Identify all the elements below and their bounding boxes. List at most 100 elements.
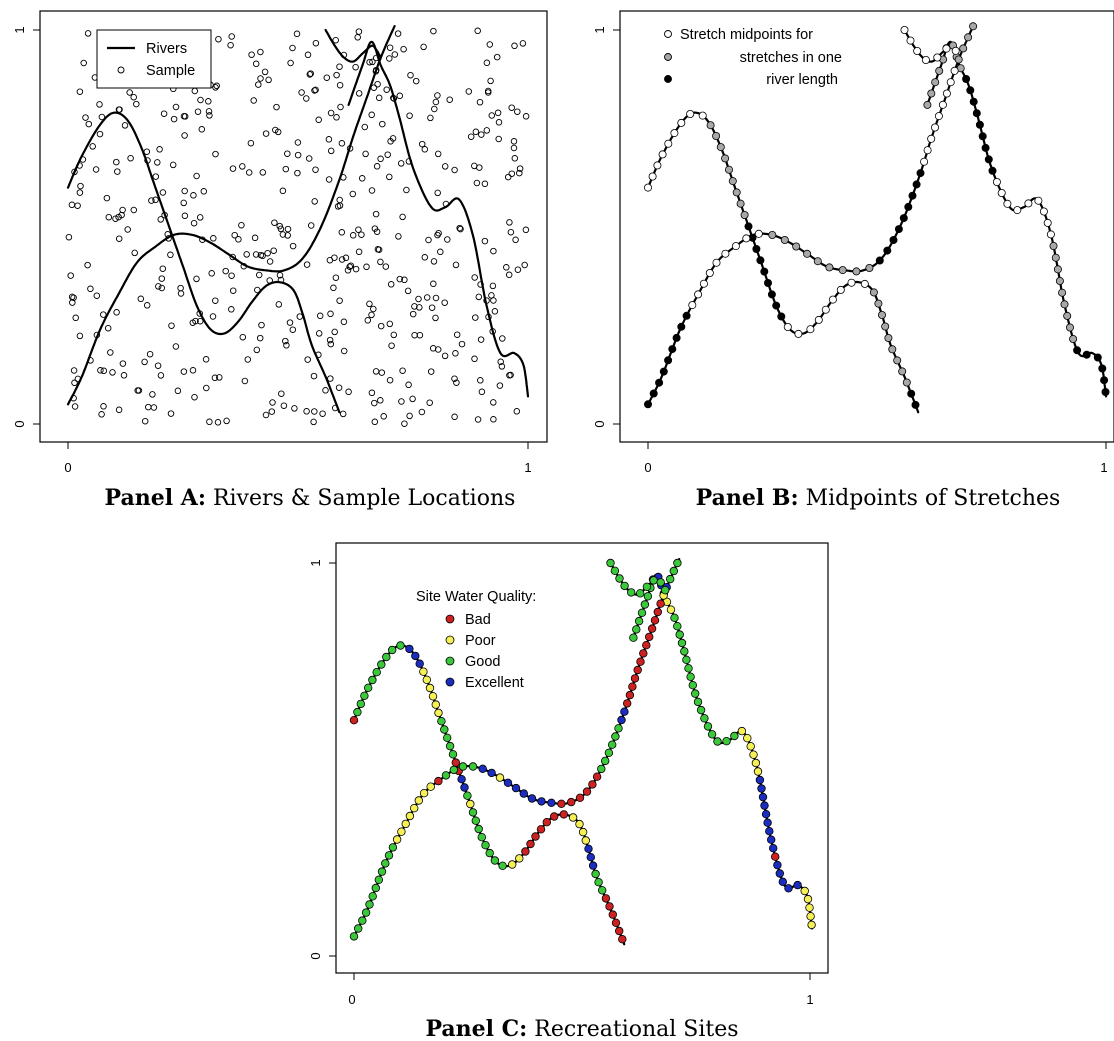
sample-point	[222, 267, 229, 275]
recreational-site	[617, 715, 626, 725]
sample-point	[366, 300, 373, 308]
sample-point	[434, 150, 442, 158]
recreational-site	[592, 772, 602, 781]
recreational-site	[707, 730, 717, 739]
sample-point	[490, 416, 497, 423]
recreational-site	[405, 644, 414, 654]
stretch-midpoint	[1100, 376, 1109, 385]
sample-point	[508, 104, 515, 111]
recreational-site	[515, 854, 524, 863]
stretch-midpoint	[682, 311, 691, 320]
sample-point	[103, 194, 111, 202]
sample-point	[262, 130, 270, 137]
sample-point	[294, 139, 302, 146]
sample-point	[403, 186, 410, 194]
recreational-site	[636, 657, 645, 666]
stretch-midpoint	[744, 222, 753, 231]
recreational-site	[468, 762, 478, 771]
sample-point	[372, 368, 380, 375]
sample-point	[155, 283, 162, 290]
sample-point	[279, 231, 287, 238]
recreational-site	[606, 558, 615, 568]
recreational-site	[594, 878, 603, 887]
sample-point	[255, 81, 262, 88]
panel-c-legend-good: Good	[465, 654, 500, 670]
recreational-site	[661, 586, 670, 595]
sample-point	[210, 235, 217, 242]
sample-point	[239, 163, 246, 170]
sample-point	[104, 324, 112, 332]
sample-point	[368, 389, 376, 397]
sample-point	[158, 275, 166, 282]
recreational-site	[751, 758, 761, 768]
recreational-site	[567, 797, 576, 807]
stretch-midpoint	[900, 25, 909, 34]
sample-point	[489, 282, 497, 290]
sample-point	[471, 355, 478, 363]
sample-point	[332, 274, 340, 281]
recreational-site	[443, 733, 452, 742]
stretch-midpoint	[847, 278, 856, 287]
stretch-midpoint	[1069, 334, 1078, 343]
panel-a-river-1a	[66, 111, 341, 414]
stretch-midpoint	[777, 312, 786, 321]
sample-point	[296, 313, 304, 320]
sample-point	[336, 202, 344, 209]
sample-point	[405, 381, 412, 389]
sample-point	[141, 358, 148, 366]
panel-b-caption: Panel B: Midpoints of Stretches	[696, 485, 1061, 511]
sample-point	[495, 119, 503, 126]
sample-point	[453, 379, 460, 386]
stretch-midpoint	[712, 131, 721, 140]
sample-point	[368, 111, 375, 119]
recreational-site	[498, 861, 507, 870]
panel-c-caption-rest: Recreational Sites	[527, 1017, 738, 1041]
sample-point	[472, 314, 479, 321]
recreational-site	[581, 836, 590, 845]
recreational-site	[628, 682, 637, 691]
sample-point	[366, 58, 373, 66]
sample-point	[257, 48, 264, 56]
stretch-midpoint	[659, 367, 668, 376]
panel-a-legend-rivers: Rivers	[146, 41, 187, 57]
stretch-midpoint	[836, 285, 845, 294]
sample-point	[304, 51, 312, 59]
recreational-site	[793, 880, 802, 890]
sample-point	[319, 410, 326, 417]
recreational-site	[382, 652, 391, 662]
stretch-midpoint	[688, 301, 697, 310]
stretch-midpoint	[966, 86, 975, 95]
stretch-midpoint	[1024, 199, 1033, 208]
recreational-site	[769, 844, 778, 853]
sample-point	[327, 340, 335, 348]
sample-point	[229, 287, 237, 294]
panel-b-legend-line3: river length	[766, 72, 838, 88]
sample-point	[291, 405, 298, 412]
recreational-site	[684, 664, 693, 673]
sample-point	[203, 384, 210, 392]
stretch-midpoint	[889, 235, 898, 244]
sample-point	[70, 294, 77, 301]
sample-point	[369, 58, 376, 66]
stretch-midpoint	[742, 234, 751, 243]
recreational-site	[653, 607, 662, 617]
sample-point	[490, 399, 497, 406]
sample-point	[251, 234, 259, 242]
sample-point	[506, 372, 513, 379]
recreational-site	[568, 813, 578, 822]
sample-point	[124, 226, 131, 233]
sample-point	[513, 408, 521, 415]
sample-point	[289, 242, 297, 250]
sample-point	[510, 138, 518, 145]
sample-point	[499, 335, 506, 342]
stretch-midpoint	[908, 191, 917, 200]
sample-point	[276, 222, 283, 230]
sample-point	[190, 192, 197, 199]
sample-point	[279, 187, 287, 195]
recreational-site	[466, 799, 475, 809]
sample-point	[335, 384, 343, 391]
stretch-midpoint	[838, 266, 847, 275]
stretch-midpoint	[1101, 387, 1110, 396]
recreational-site	[425, 683, 435, 693]
recreational-site	[760, 801, 769, 810]
